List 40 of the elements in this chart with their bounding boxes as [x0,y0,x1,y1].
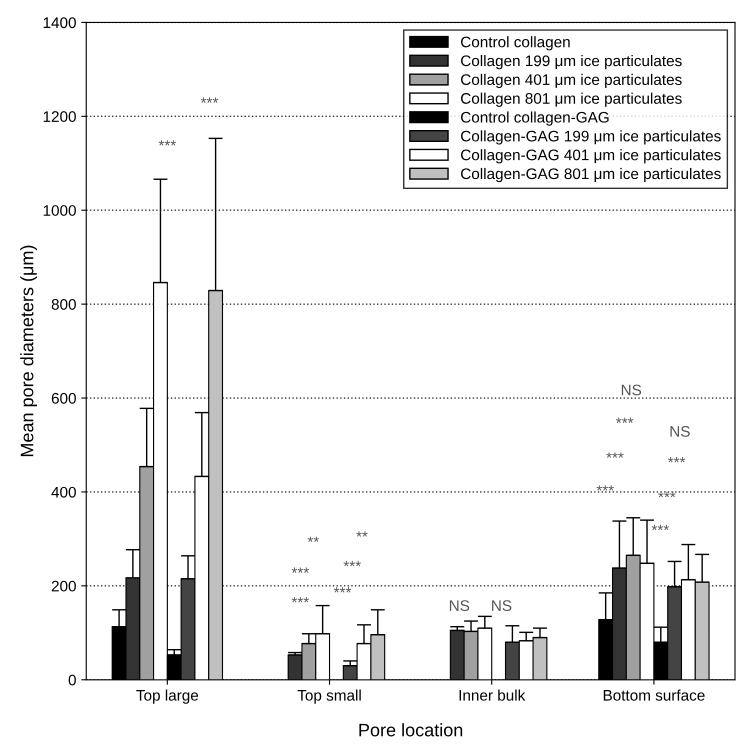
annotation: *** [158,140,176,146]
legend-label: Control collagen-GAG [461,111,609,126]
legend-label: Collagen-GAG 199 μm ice particulates [461,130,721,145]
x-axis-title: Pore location [359,723,462,736]
annotation: NS [670,426,690,437]
legend-label: Collagen 801 μm ice particulates [461,92,682,107]
annotation: ** [308,536,320,542]
annotation: *** [658,492,676,498]
legend-label: Collagen 199 μm ice particulates [461,54,682,70]
annotation: ** [356,531,368,537]
annotation: *** [606,452,624,458]
x-tick-label: Top large [136,689,198,704]
y-tick-label: 1200 [44,111,76,122]
annotation: *** [200,97,218,103]
annotation: NS [450,600,470,612]
y-tick-label: 0 [68,674,76,686]
annotation: *** [292,567,310,573]
legend-label: Collagen-GAG 401 μm ice particulates [461,149,721,164]
annotation: *** [668,457,686,462]
x-tick-label: Top small [298,689,361,704]
annotation: *** [292,597,310,602]
x-tick-label: Inner bulk [460,689,526,701]
y-tick-label: 600 [52,392,76,404]
y-tick-label: 200 [52,580,76,592]
annotation: *** [334,587,352,593]
x-tick-label: Bottom surface [604,690,705,701]
legend-label: Collagen-GAG 801 μm ice particulates [461,168,721,182]
y-tick-label: 1000 [44,205,76,216]
y-tick-label: 1400 [44,17,76,28]
legend-label: Collagen 401 μm ice particulates [461,74,682,88]
y-tick-label: 800 [52,299,76,310]
y-tick-label: 400 [51,486,76,498]
legend-label: Control collagen [461,36,570,50]
annotation: NS [492,600,512,612]
annotation: *** [344,560,361,566]
annotation: *** [652,524,670,530]
annotation: *** [596,485,614,491]
y-axis-title: Mean pore diameters (μm) [20,246,37,456]
annotation: *** [616,418,634,423]
annotation: NS [622,384,642,396]
